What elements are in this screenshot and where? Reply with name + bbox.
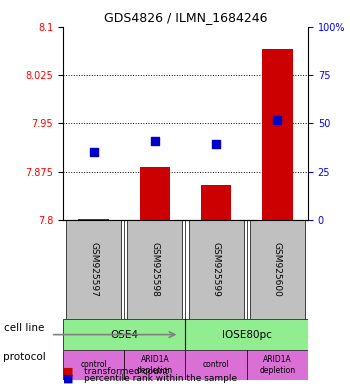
Bar: [262, 50, 293, 220]
Text: GSM925600: GSM925600: [273, 242, 282, 297]
Text: GSM925597: GSM925597: [89, 242, 98, 297]
Text: IOSE80pc: IOSE80pc: [222, 329, 272, 339]
Text: ARID1A
depletion: ARID1A depletion: [259, 355, 295, 375]
FancyBboxPatch shape: [250, 220, 305, 319]
Bar: [140, 167, 170, 220]
Title: GDS4826 / ILMN_1684246: GDS4826 / ILMN_1684246: [104, 11, 267, 24]
FancyBboxPatch shape: [124, 350, 186, 380]
Text: ARID1A
depletion: ARID1A depletion: [137, 355, 173, 375]
Text: GSM925599: GSM925599: [212, 242, 220, 297]
Text: control: control: [203, 361, 230, 369]
FancyBboxPatch shape: [186, 350, 247, 380]
Bar: [78, 219, 109, 220]
Text: cell line: cell line: [4, 323, 44, 333]
Text: GSM925598: GSM925598: [150, 242, 159, 297]
Text: percentile rank within the sample: percentile rank within the sample: [84, 374, 237, 383]
FancyBboxPatch shape: [66, 220, 121, 319]
Text: control: control: [80, 361, 107, 369]
FancyBboxPatch shape: [63, 319, 186, 350]
Point: [91, 149, 97, 156]
Text: ■: ■: [63, 366, 74, 376]
FancyBboxPatch shape: [63, 350, 124, 380]
Text: OSE4: OSE4: [110, 329, 138, 339]
Point: [152, 138, 158, 144]
Point: [213, 141, 219, 147]
FancyBboxPatch shape: [186, 319, 308, 350]
FancyBboxPatch shape: [247, 350, 308, 380]
Text: transformed count: transformed count: [84, 367, 168, 376]
Point: [274, 117, 280, 123]
Text: ■: ■: [63, 373, 74, 383]
FancyBboxPatch shape: [189, 220, 244, 319]
Bar: [201, 185, 231, 220]
Text: protocol: protocol: [4, 352, 46, 362]
FancyBboxPatch shape: [127, 220, 182, 319]
